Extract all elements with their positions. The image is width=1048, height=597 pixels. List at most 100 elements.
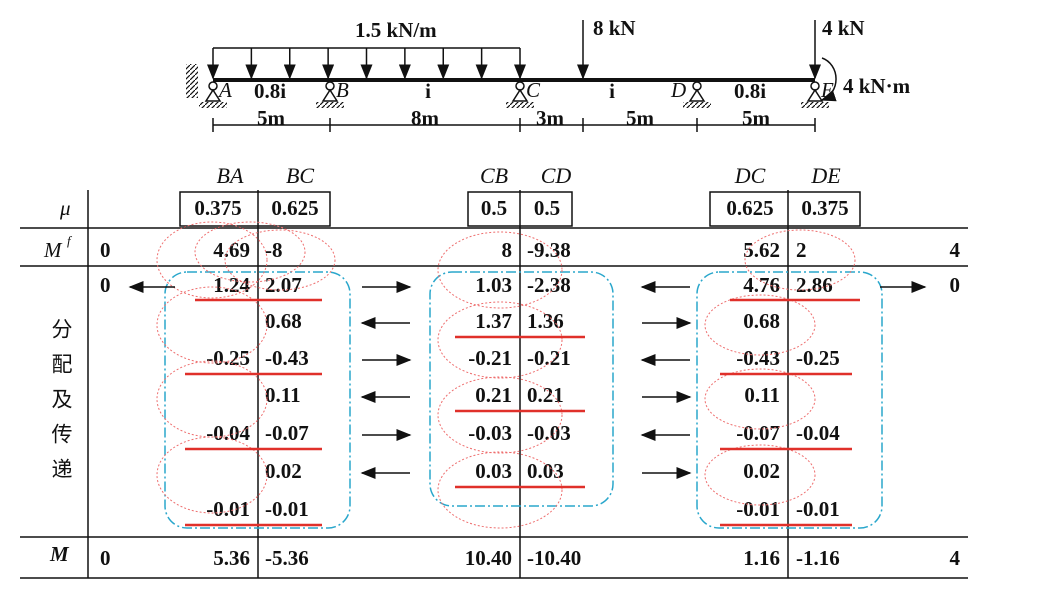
cell: 1.16 [743,546,780,570]
span-label: 3m [536,106,565,130]
node-label: B [336,78,349,102]
cell: 0.02 [743,459,780,483]
cell: -0.04 [796,421,840,445]
cell: 2.07 [265,273,302,297]
cell: 8 [502,238,513,262]
support [688,88,706,102]
carry-ellipse [156,436,268,514]
cell: -9.38 [527,238,571,262]
cell: -2.38 [527,273,571,297]
cell: -0.01 [206,497,250,521]
cell: 0.03 [475,459,512,483]
mu-box [467,191,573,227]
mu-value: 0.375 [194,196,241,220]
mu-value: 0.375 [801,196,848,220]
cell: -0.07 [736,421,780,445]
stiffness-label: 0.8i [734,79,766,103]
cell: 0.02 [265,459,302,483]
cell: 2 [796,238,807,262]
load-label: 4 kN [822,16,865,40]
cell: 4 [950,546,961,570]
column-header: BC [286,163,314,188]
cell: 0.11 [265,383,301,407]
support-base [683,102,711,108]
cell: 1.03 [475,273,512,297]
cell: -10.40 [527,546,581,570]
stiffness-label: i [609,79,615,103]
span-label: 5m [257,106,286,130]
support [806,88,824,102]
load-label: 4 kN·m [843,74,911,98]
stiffness-label: 0.8i [254,79,286,103]
column-header: CD [541,163,572,188]
cell: -0.25 [796,346,840,370]
column-header: DC [734,163,766,188]
group-box [164,271,351,529]
carry-ellipse [437,451,563,529]
row-label: μ [59,196,71,220]
cell: -5.36 [265,546,309,570]
cell: -0.21 [527,346,571,370]
cell: 5.36 [213,546,250,570]
cell: 10.40 [465,546,512,570]
table: μ M f 分配及传递 M BA BC CB CD DC DE 0.375 0.625 0.5 0… [20,163,968,579]
cell: -0.07 [265,421,309,445]
column-header: CB [480,163,508,188]
cell: 4.76 [743,273,780,297]
support-base [199,102,227,108]
carry-ellipse [194,221,306,283]
cell: 0.68 [743,309,780,333]
row-label-sup: f [67,233,73,248]
node-label: E [820,78,834,102]
support [511,88,529,102]
cell: -0.43 [736,346,780,370]
cell: 0.03 [527,459,564,483]
cell: -0.01 [796,497,840,521]
cell: 4 [950,238,961,262]
span-label: 8m [411,106,440,130]
cell: 4.69 [213,238,250,262]
load-label: 1.5 kN/m [355,18,437,42]
cell: 0 [950,273,961,297]
cell: 0 [100,273,111,297]
cell: -0.01 [265,497,309,521]
cell: 0.21 [527,383,564,407]
mu-box [709,191,861,227]
cell: 0.21 [475,383,512,407]
stiffness-label: i [425,79,431,103]
cell: -0.25 [206,346,250,370]
cell: -1.16 [796,546,840,570]
cell: -0.01 [736,497,780,521]
support-base [316,102,344,108]
cell: 0 [100,546,111,570]
cell: 0.11 [744,383,780,407]
cell: 1.24 [213,273,250,297]
carry-ellipse [437,231,563,309]
cell: -0.43 [265,346,309,370]
beam-diagram: 1.5 kN/m 8 kN 4 kN 4 kN·m A B C D E 0.8i i i 0.8… [186,16,911,132]
mu-value: 0.5 [481,196,507,220]
row-label: M [43,238,63,262]
cell: -0.03 [468,421,512,445]
carry-ellipse [704,294,816,356]
column-header: DE [810,163,841,188]
support [321,88,339,102]
support-base [801,102,829,108]
cell: 0 [100,238,111,262]
carry-ellipse [156,221,268,299]
group-box [696,271,883,529]
carry-ellipse [156,286,268,364]
carry-ellipse [437,376,563,454]
support [204,88,222,102]
cell: 1.37 [475,309,512,333]
mu-value: 0.625 [726,196,773,220]
carry-ellipse [704,444,816,506]
cell: 0.68 [265,309,302,333]
mu-value: 0.625 [271,196,318,220]
wall [186,64,198,98]
span-label: 5m [742,106,771,130]
moment-arrow [820,57,837,102]
load-label: 8 kN [593,16,636,40]
cell: -8 [265,238,283,262]
span-label: 5m [626,106,655,130]
